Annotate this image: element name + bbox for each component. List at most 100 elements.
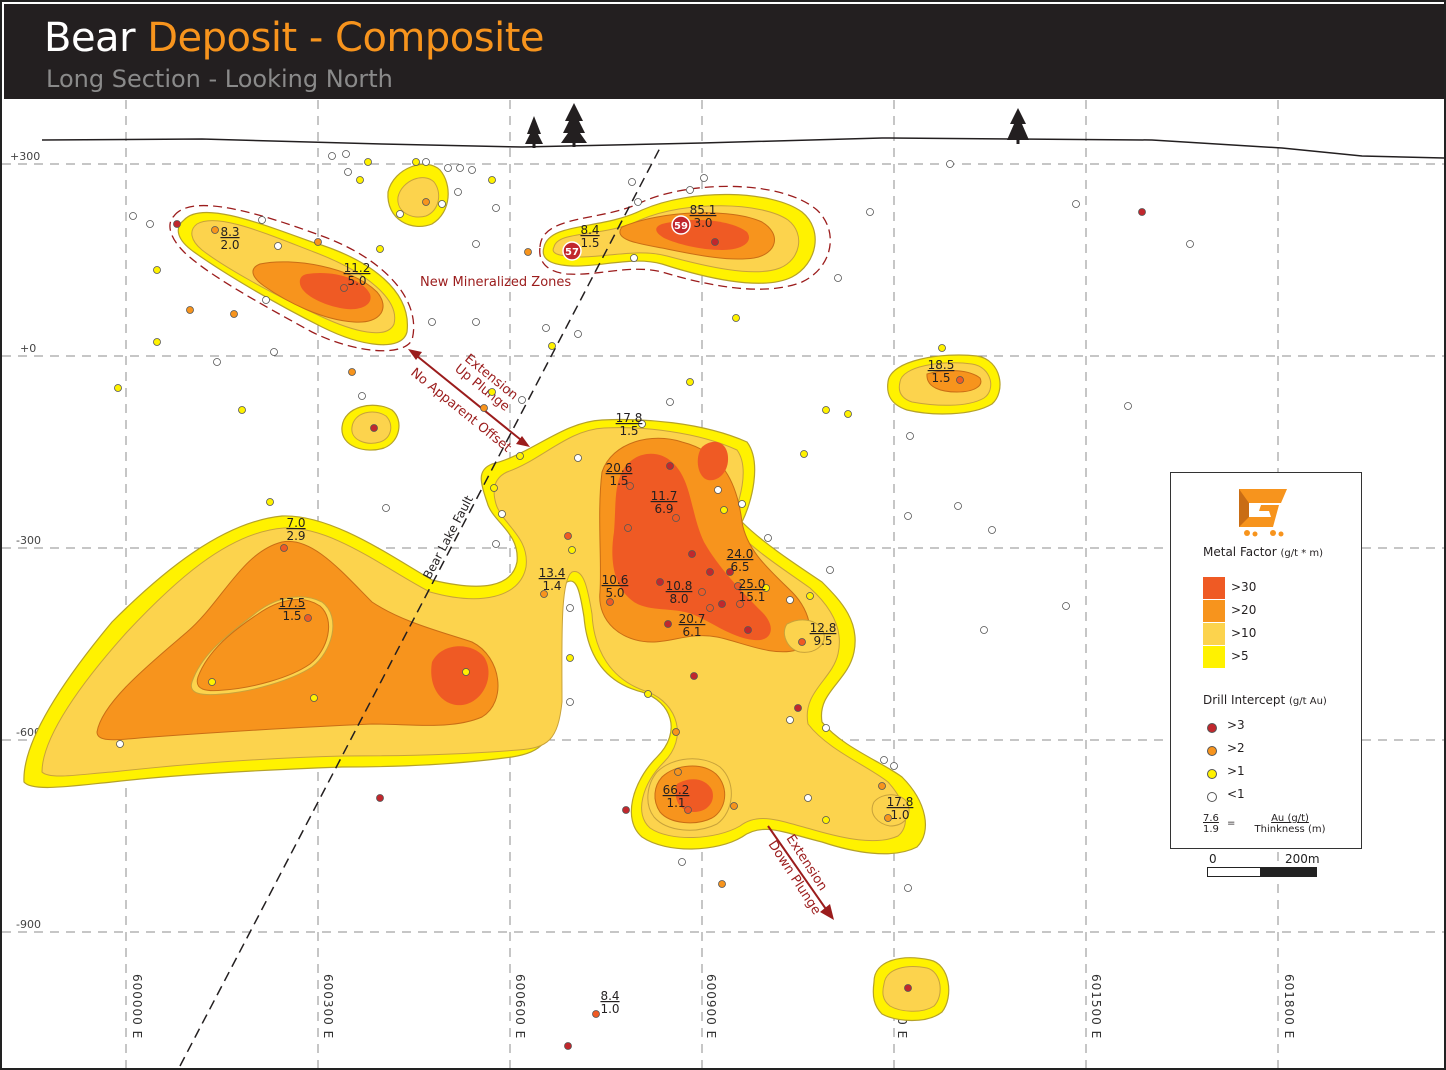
drill-hole [700,174,708,182]
drill-hole [358,392,366,400]
intercept-label: 18.51.5 [928,358,955,385]
drill-hole [472,318,480,326]
drill-hole [688,550,696,558]
svg-text:3.0: 3.0 [693,216,712,230]
drill-hole [806,592,814,600]
drill-hole [736,600,744,608]
drill-hole [800,450,808,458]
new-zone-outline [539,185,831,290]
drill-hole [822,724,830,732]
drill-hole [666,398,674,406]
drill-hole [732,314,740,322]
mineral-zone [387,163,449,228]
drill-hole [804,794,812,802]
topography-line [41,137,1444,159]
elevation-label: +300 [10,150,40,163]
drill-hole [454,188,462,196]
drill-hole [516,452,524,460]
intercept-label: 25.015.1 [739,577,766,604]
svg-text:1.5: 1.5 [931,371,950,385]
drill-hole [568,546,576,554]
svg-text:8.4: 8.4 [600,989,619,1003]
scale-start-label: 0 [1209,852,1217,866]
drill-hole [422,198,430,206]
drill-hole [744,626,752,634]
drill-hole [574,330,582,338]
drill-hole [480,404,488,412]
intercept-label: 66.21.1 [663,783,690,810]
drill-hole [1062,602,1070,610]
svg-text:1.5: 1.5 [609,474,628,488]
drill-hole [762,584,770,592]
drill-hole [884,814,892,822]
intercept-label: 8.41.5 [580,223,599,250]
drill-hole [266,498,274,506]
title-part-2: Deposit - Composite [147,15,544,61]
svg-text:11.2: 11.2 [344,261,371,275]
legend-box: Metal Factor (g/t * m) >30 >20 >10 >5 Dr… [1170,472,1362,849]
drill-hole [422,158,430,166]
drill-hole [146,220,154,228]
drill-hole [622,806,630,814]
drill-hole [488,176,496,184]
metal-factor-heading: Metal Factor (g/t * m) [1203,545,1324,559]
svg-text:25.0: 25.0 [739,577,766,591]
legend-item-drill-2: >2 [1203,740,1353,762]
drill-hole [822,816,830,824]
svg-text:5.0: 5.0 [347,274,366,288]
svg-text:24.0: 24.0 [727,547,754,561]
drill-hole [890,762,898,770]
intercept-label: 10.65.0 [602,573,629,600]
drill-hole [564,532,572,540]
drill-hole [348,368,356,376]
drill-hole [630,254,638,262]
svg-text:5.0: 5.0 [605,586,624,600]
elevation-label: -900 [16,918,41,931]
drill-hole [738,500,746,508]
drill-hole [456,164,464,172]
drill-hole [1124,402,1132,410]
drill-hole [988,526,996,534]
title-part-1: Bear [44,15,148,61]
drill-hole [492,204,500,212]
drill-hole [628,178,636,186]
drill-hole [714,486,722,494]
intercept-label: 12.89.5 [810,621,837,648]
drill-hole [498,510,506,518]
intercept-label: 24.06.5 [727,547,754,574]
drill-hole [114,384,122,392]
elevation-label: -300 [16,534,41,547]
easting-label: 601500 E [1089,974,1103,1039]
tree-icon [525,116,543,148]
drill-hole [678,858,686,866]
drill-hole [794,704,802,712]
drill-hole [574,454,582,462]
drill-hole [1072,200,1080,208]
mineral-zone [177,211,408,346]
drill-hole [213,358,221,366]
svg-text:20.7: 20.7 [679,612,706,626]
svg-text:9.5: 9.5 [813,634,832,648]
intercept-label: 7.02.9 [286,516,305,543]
drill-hole [566,604,574,612]
drill-hole [262,296,270,304]
drill-hole [208,678,216,686]
svg-text:59: 59 [674,221,688,232]
drill-hole [706,604,714,612]
legend-item-drill-lt1: <1 [1203,786,1353,808]
highlight-hole-59: 59 [671,215,691,235]
svg-text:1.1: 1.1 [666,796,685,810]
drill-hole [230,310,238,318]
drill-hole [904,984,912,992]
intercept-label: 17.51.5 [279,596,306,623]
drill-hole [153,338,161,346]
drill-hole [492,540,500,548]
scale-bar: 0 200m [1207,852,1320,882]
drill-hole [946,160,954,168]
drill-hole [634,198,642,206]
drill-hole [566,698,574,706]
drill-hole [718,600,726,608]
drill-hole [238,406,246,414]
drill-hole [280,544,288,552]
